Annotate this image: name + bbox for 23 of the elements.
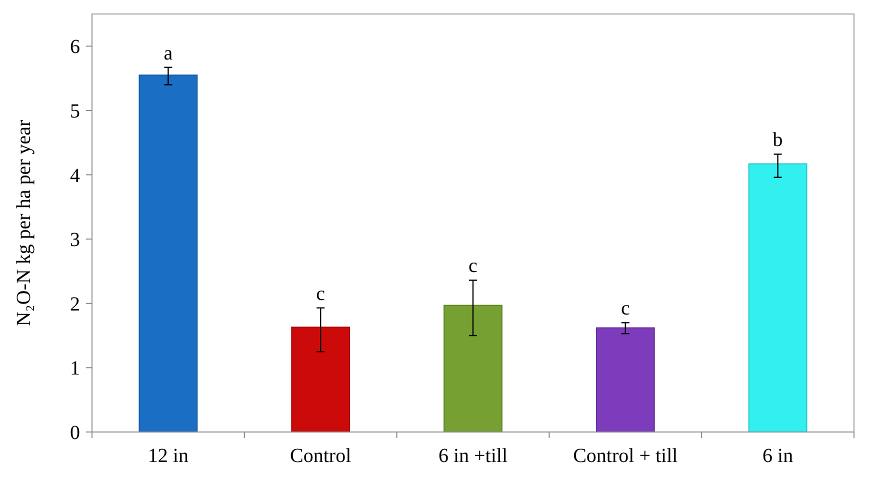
y-tick-label: 1 xyxy=(70,358,80,380)
x-tick-label: 6 in +till xyxy=(438,445,508,467)
x-tick-label: Control xyxy=(290,445,352,467)
bar xyxy=(748,163,808,432)
y-tick-label: 3 xyxy=(70,229,80,252)
annotation: a xyxy=(164,42,173,64)
y-tick-label: 5 xyxy=(70,100,80,122)
y-tick-label: 4 xyxy=(70,164,80,187)
annotation: c xyxy=(316,282,326,305)
y-tick-label: 6 xyxy=(70,36,80,58)
bar xyxy=(596,327,655,432)
annotation: b xyxy=(772,129,783,152)
annotation: c xyxy=(620,298,630,320)
bar xyxy=(291,326,350,432)
x-tick-label: 12 in xyxy=(148,445,188,467)
y-tick-label: 0 xyxy=(70,422,80,444)
x-tick-label: Control + till xyxy=(573,445,678,467)
x-tick-label: 6 in xyxy=(762,445,794,467)
y-axis-title: N₂O-N kg per ha per year xyxy=(13,119,35,326)
bar xyxy=(138,74,198,432)
bar xyxy=(444,304,502,432)
annotation: c xyxy=(468,255,478,278)
y-tick-label: 2 xyxy=(70,293,80,316)
